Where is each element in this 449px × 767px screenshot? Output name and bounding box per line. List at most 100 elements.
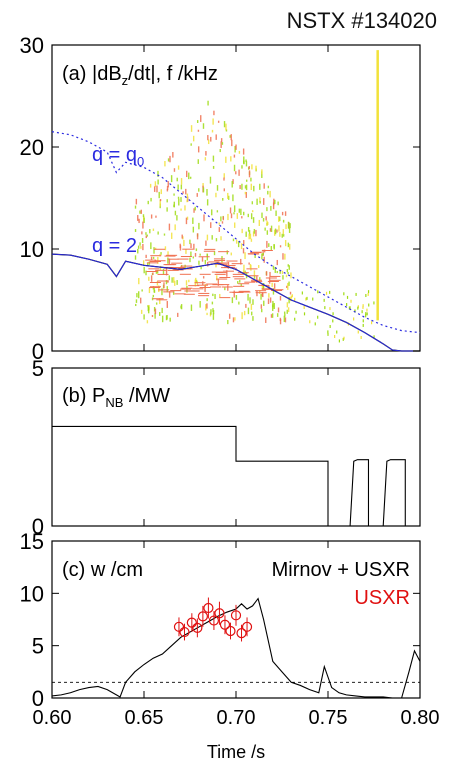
spectro-cell <box>180 208 182 211</box>
spectro-cell <box>185 217 188 225</box>
spectro-cell <box>192 135 195 142</box>
spectro-cell <box>242 148 245 155</box>
spectro-cell <box>154 312 156 319</box>
spectro-cell <box>288 227 291 233</box>
spectro-cell <box>228 313 231 319</box>
spectro-cell <box>290 297 292 302</box>
spectro-cell <box>272 265 275 270</box>
x-tick-label: 0.70 <box>217 707 256 729</box>
spectro-cell <box>166 301 168 308</box>
spectro-cell <box>234 317 236 321</box>
spectro-cell <box>168 223 171 231</box>
spectro-cell <box>285 224 287 230</box>
spectro-cell <box>226 270 228 277</box>
spectro-cell <box>159 265 162 271</box>
spectro-cell <box>263 256 265 263</box>
spectro-cell <box>233 290 235 298</box>
spectro-cell <box>266 220 268 226</box>
spectro-cell <box>231 181 233 188</box>
spectro-cell <box>194 252 197 257</box>
usxr-point <box>225 625 236 637</box>
spectro-cell <box>231 297 234 304</box>
spectro-cell <box>190 304 193 311</box>
usxr-point <box>192 622 203 633</box>
spectro-cell <box>140 245 142 249</box>
spectro-cell <box>267 298 270 305</box>
spectro-cell <box>367 290 370 294</box>
q2-curve-label: q = 2 <box>92 235 137 257</box>
q-profile-curves: q = q0 q = 2 <box>51 131 421 352</box>
spectro-cell <box>279 270 281 274</box>
spectro-cell <box>261 284 264 291</box>
spectro-cell <box>252 316 254 321</box>
spectro-cell <box>279 317 282 321</box>
spectro-cell <box>186 170 188 178</box>
spectro-cell <box>259 277 261 282</box>
spectro-cell <box>193 243 195 250</box>
spectro-cell <box>174 224 176 231</box>
q-2-curve-overlay <box>51 253 420 352</box>
figure-title: NSTX #134020 <box>286 8 437 33</box>
spectro-cell <box>140 209 142 214</box>
spectro-cell <box>245 179 248 182</box>
spectro-cell <box>225 123 227 131</box>
spectro-cell <box>150 256 153 261</box>
spectro-cell <box>153 306 156 312</box>
y-tick-label: 20 <box>20 135 44 160</box>
spectro-cell <box>161 315 164 323</box>
spectro-cell <box>226 250 228 255</box>
spectro-cell <box>259 183 261 190</box>
spectro-cell <box>240 208 242 215</box>
spectro-cell <box>282 219 285 223</box>
spectro-cell <box>240 243 243 250</box>
spectro-cell <box>355 292 357 296</box>
spectro-cell <box>282 229 284 235</box>
spectro-cell <box>200 266 202 270</box>
spectro-cell <box>271 313 274 318</box>
spectro-cell <box>238 150 241 154</box>
spectro-cell <box>284 253 286 260</box>
spectro-cell <box>287 221 290 229</box>
spectro-cell <box>273 303 275 310</box>
spectro-cell <box>146 234 148 237</box>
spectro-cell <box>261 292 264 297</box>
spectro-cell <box>267 190 269 195</box>
spectro-cell <box>343 336 345 340</box>
spectro-cell <box>192 226 195 233</box>
spectro-cell <box>222 216 225 221</box>
spectro-cell <box>233 164 236 172</box>
spectro-cell <box>306 296 308 300</box>
spectro-cell <box>192 256 195 259</box>
spectro-cell <box>167 257 169 264</box>
spectro-cell <box>223 177 225 181</box>
spectro-cell <box>273 229 276 236</box>
spectro-cell <box>267 221 269 225</box>
spectro-cell <box>190 143 192 146</box>
spectro-cell <box>196 233 199 240</box>
spectro-cell <box>152 294 155 298</box>
spectro-cell <box>186 193 189 200</box>
spectro-cell <box>286 269 289 273</box>
spectro-cell <box>243 156 245 163</box>
spectro-cell <box>286 302 289 308</box>
spectro-cell <box>151 297 154 301</box>
spectro-cell <box>242 269 245 274</box>
spectro-cell <box>172 291 175 295</box>
spectro-cell <box>149 183 152 188</box>
spectro-cell <box>240 258 242 265</box>
spectro-cell <box>276 313 279 317</box>
spectro-cell <box>181 234 183 239</box>
spectro-cell <box>202 183 204 188</box>
spectro-cell <box>223 188 226 192</box>
spectro-cell <box>233 212 235 215</box>
spectro-cell <box>211 301 214 305</box>
spectro-cell <box>227 320 229 325</box>
spectro-cell <box>270 225 273 232</box>
spectro-cell <box>251 164 253 170</box>
spectro-cell <box>241 228 243 234</box>
spectro-cell <box>287 264 289 267</box>
spectro-cell <box>180 197 182 202</box>
panel-a-label: (a) |dBz/dt|, f /kHz <box>62 63 218 88</box>
spectro-cell <box>252 217 255 223</box>
spectro-cell <box>161 307 163 314</box>
